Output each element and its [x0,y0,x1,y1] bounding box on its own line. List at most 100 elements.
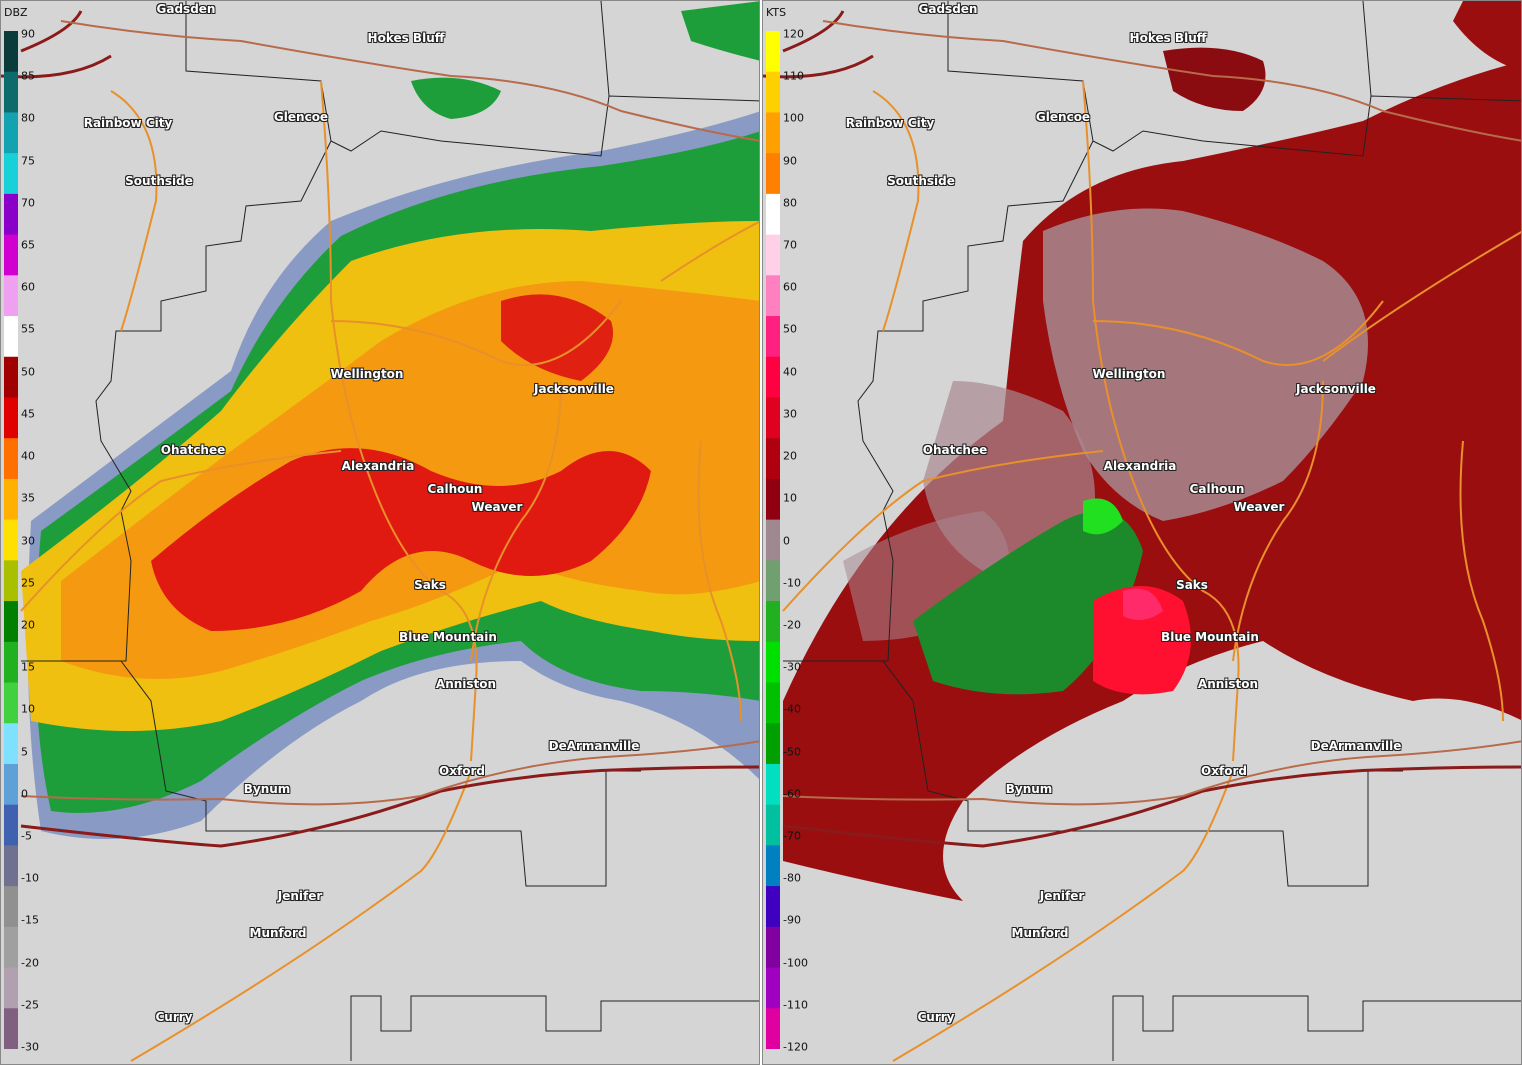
city-label: Jacksonville [534,382,614,396]
legend-tick-label: 0 [21,787,28,801]
city-label: Curry [917,1010,955,1024]
velocity-panel: KTS 120 110 100 90 80 70 60 50 40 30 20 10 0 -10 -20 -3… [762,0,1522,1065]
legend-tick-label: 50 [21,365,35,379]
legend-tick-label: -30 [783,660,801,674]
legend-color-step [766,560,780,602]
legend-tick-label: 15 [21,660,35,674]
velocity-map [763,1,1521,1062]
legend-color-step [4,438,18,480]
city-label: Rainbow City [83,116,173,130]
city-label: Rainbow City [845,116,935,130]
legend-color-step [4,478,18,521]
legend-color-step [4,682,18,724]
city-label: Jenifer [277,889,323,903]
legend-tick-label: 55 [21,322,35,336]
city-label: Ohatchee [922,443,988,457]
legend-color-step [4,886,18,928]
legend-color-step [766,601,780,643]
legend-tick-label: 45 [21,407,35,421]
legend-color-step [4,804,18,846]
legend-tick-label: -25 [21,998,39,1012]
legend-color-step [766,31,780,73]
legend-color-step [766,316,780,358]
city-label: Jacksonville [1296,382,1376,396]
legend-color-step [4,519,18,561]
legend-color-step [766,438,780,480]
velocity-echoes [783,1,1521,901]
legend-tick-label: -20 [783,618,801,632]
city-label: Weaver [471,500,523,514]
city-label: Oxford [439,764,485,778]
roads [20,80,759,1062]
legend-color-step [766,397,780,439]
legend-color-step [4,153,18,195]
legend-color-step [4,641,18,684]
legend-color-step [766,926,780,969]
legend-tick-label: -40 [783,702,801,716]
legend-tick-label: -5 [21,829,32,843]
legend-color-step [766,763,780,806]
highways [782,20,1521,806]
legend-color-step [766,193,780,236]
city-label: Munford [249,926,307,940]
legend-tick-label: -90 [783,913,801,927]
city-label: Anniston [435,677,497,691]
legend-color-step [4,763,18,806]
city-label: Southside [125,174,193,188]
legend-tick-label: -10 [21,871,39,885]
legend-color-step [766,519,780,561]
highways [20,20,759,806]
city-label: Calhoun [1189,482,1245,496]
city-label: Hokes Bluff [367,31,445,45]
legend-tick-label: 25 [21,576,35,590]
legend-color-step [766,804,780,846]
legend-color-step [766,723,780,765]
city-label: Gadsden [918,2,978,16]
legend-tick-label: 20 [21,618,35,632]
legend-tick-label: 20 [783,449,797,463]
city-label: Bynum [1005,782,1053,796]
city-label: Munford [1011,926,1069,940]
legend-tick-label: -60 [783,787,801,801]
legend-tick-label: 0 [783,534,790,547]
legend-tick-label: -50 [783,745,801,759]
city-label: Hokes Bluff [1129,31,1207,45]
city-label: Alexandria [1103,459,1177,473]
legend-tick-label: 40 [783,365,797,379]
legend-tick-label: 40 [21,449,35,463]
legend-tick-label: -110 [783,998,808,1012]
legend-color-step [4,926,18,969]
city-label: Alexandria [341,459,415,473]
city-label: Calhoun [427,482,483,496]
legend-tick-label: 60 [783,280,797,294]
city-label: Jenifer [1039,889,1085,903]
legend-color-step [4,967,18,1009]
reflectivity-panel: DBZ 90 85 80 75 70 65 60 55 50 45 40 35 30 25 20 15 10 5 0… [0,0,760,1065]
legend-color-step [766,682,780,724]
legend-color-step [4,397,18,439]
legend-tick-label: 80 [783,196,797,210]
city-label: Oxford [1201,764,1247,778]
legend-color-step [4,275,18,317]
city-label: Blue Mountain [1161,630,1259,644]
legend-color-step [766,275,780,317]
legend-tick-label: 100 [783,111,804,125]
legend-color-step [766,1008,780,1049]
legend-tick-label: 110 [783,69,804,83]
city-label: Blue Mountain [399,630,497,644]
legend-color-step [766,112,780,154]
city-label: Gadsden [156,2,216,16]
legend-tick-label: -30 [21,1040,39,1054]
legend-tick-label: 80 [21,111,35,125]
city-label: Saks [1176,578,1208,592]
legend-color-step [4,71,18,113]
city-label: DeArmanville [1310,739,1402,753]
city-label: Anniston [1197,677,1259,691]
legend-tick-label: 70 [783,238,797,252]
legend-color-step [4,560,18,602]
city-label: Saks [414,578,446,592]
legend-tick-label: 70 [21,196,35,210]
city-label: Wellington [1092,367,1166,381]
legend-tick-label: 10 [21,702,35,716]
legend-tick-label: 65 [21,238,35,252]
